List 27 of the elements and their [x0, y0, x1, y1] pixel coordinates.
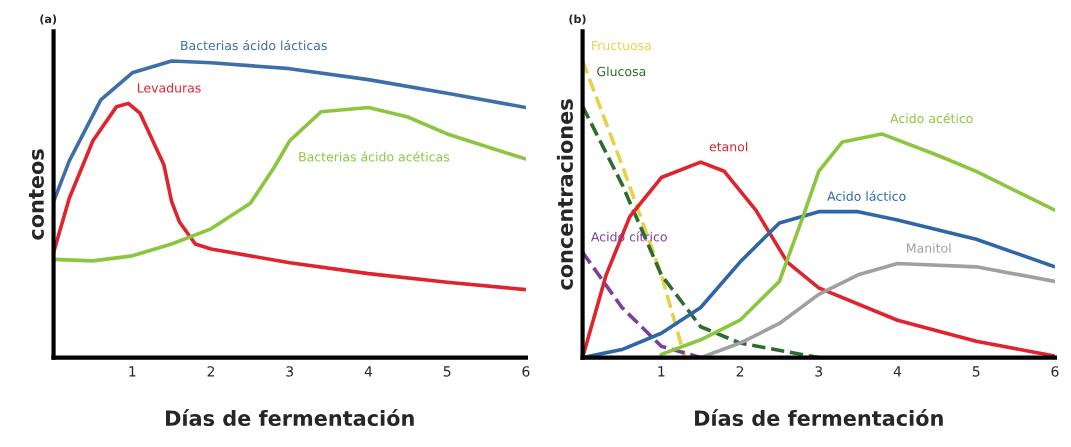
series-label: Acido láctico: [827, 190, 906, 201]
chart-title: (a): [40, 14, 57, 25]
y-axis-title: concentraciones: [556, 99, 573, 290]
y-axis-title: conteos: [29, 149, 44, 240]
x-tick-label: 4: [893, 366, 902, 377]
x-axis-title: Días de fermentación: [166, 409, 414, 427]
chart-title: (b): [569, 14, 586, 25]
x-axis-title: Días de fermentación: [695, 409, 943, 427]
series-label: etanol: [709, 141, 748, 152]
x-tick-label: 5: [972, 366, 980, 377]
series-label: Manitol: [907, 243, 951, 253]
x-tick-label: 1: [658, 366, 665, 377]
series-label: Fructuosa: [592, 40, 651, 51]
series-label: Levaduras: [137, 82, 201, 93]
x-tick-label: 5: [443, 366, 451, 377]
series-label: Bacterias ácido acéticas: [299, 151, 450, 162]
x-tick-label: 3: [815, 366, 823, 377]
series-label: Bacterias ácido lácticas: [181, 40, 327, 51]
x-tick-label: 4: [364, 366, 373, 377]
x-tick-label: 2: [736, 366, 744, 377]
x-tick-label: 2: [207, 366, 215, 377]
series-label: Acido acético: [890, 113, 973, 124]
x-tick-label: 3: [286, 366, 294, 377]
x-tick-label: 6: [522, 366, 530, 377]
x-tick-label: 1: [129, 366, 136, 377]
text: Glucosa: [597, 66, 646, 77]
x-tick-label: 6: [1051, 366, 1059, 377]
